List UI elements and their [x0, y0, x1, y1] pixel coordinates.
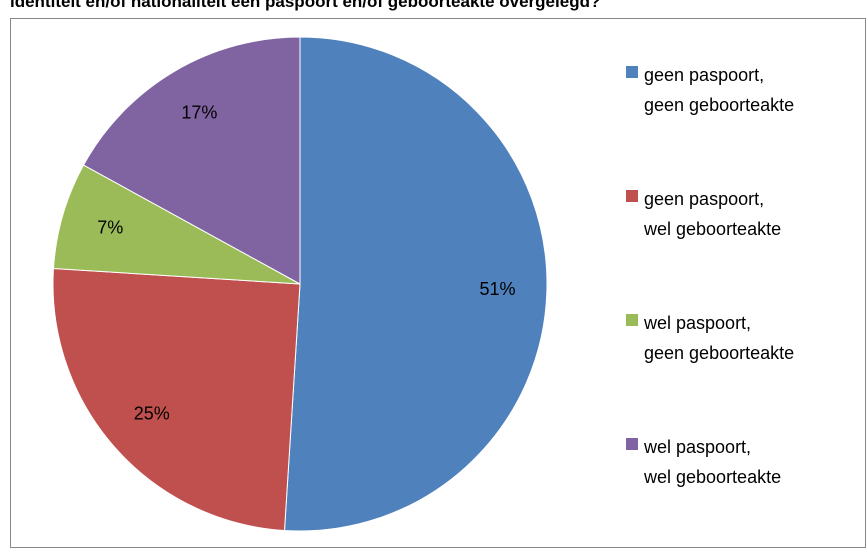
legend-item: wel paspoort, geen geboorteakte [626, 308, 794, 368]
legend-label: geen paspoort, wel geboorteakte [644, 189, 782, 239]
data-label: 7% [97, 218, 123, 238]
legend-swatch [626, 438, 638, 450]
legend-label: wel paspoort, geen geboorteakte [644, 313, 795, 363]
chart-title: identiteit en/of nationaliteit een paspo… [10, 0, 601, 11]
pie-slice [82, 36, 301, 285]
data-label: 25% [134, 403, 170, 423]
legend-item: wel paspoort, wel geboorteakte [626, 432, 781, 492]
data-label: 51% [479, 279, 515, 299]
legend-swatch [626, 66, 638, 78]
legend-swatch [626, 314, 638, 326]
pie-slice [52, 164, 301, 285]
pie-slice [283, 36, 548, 532]
legend-item: geen paspoort, wel geboorteakte [626, 184, 781, 244]
legend-label: geen paspoort, geen geboorteakte [644, 65, 795, 115]
legend-item: geen paspoort, geen geboorteakte [626, 60, 794, 120]
legend-label: wel paspoort, wel geboorteakte [644, 437, 782, 487]
data-label: 17% [181, 103, 217, 123]
pie-slice [52, 267, 301, 532]
legend-swatch [626, 190, 638, 202]
